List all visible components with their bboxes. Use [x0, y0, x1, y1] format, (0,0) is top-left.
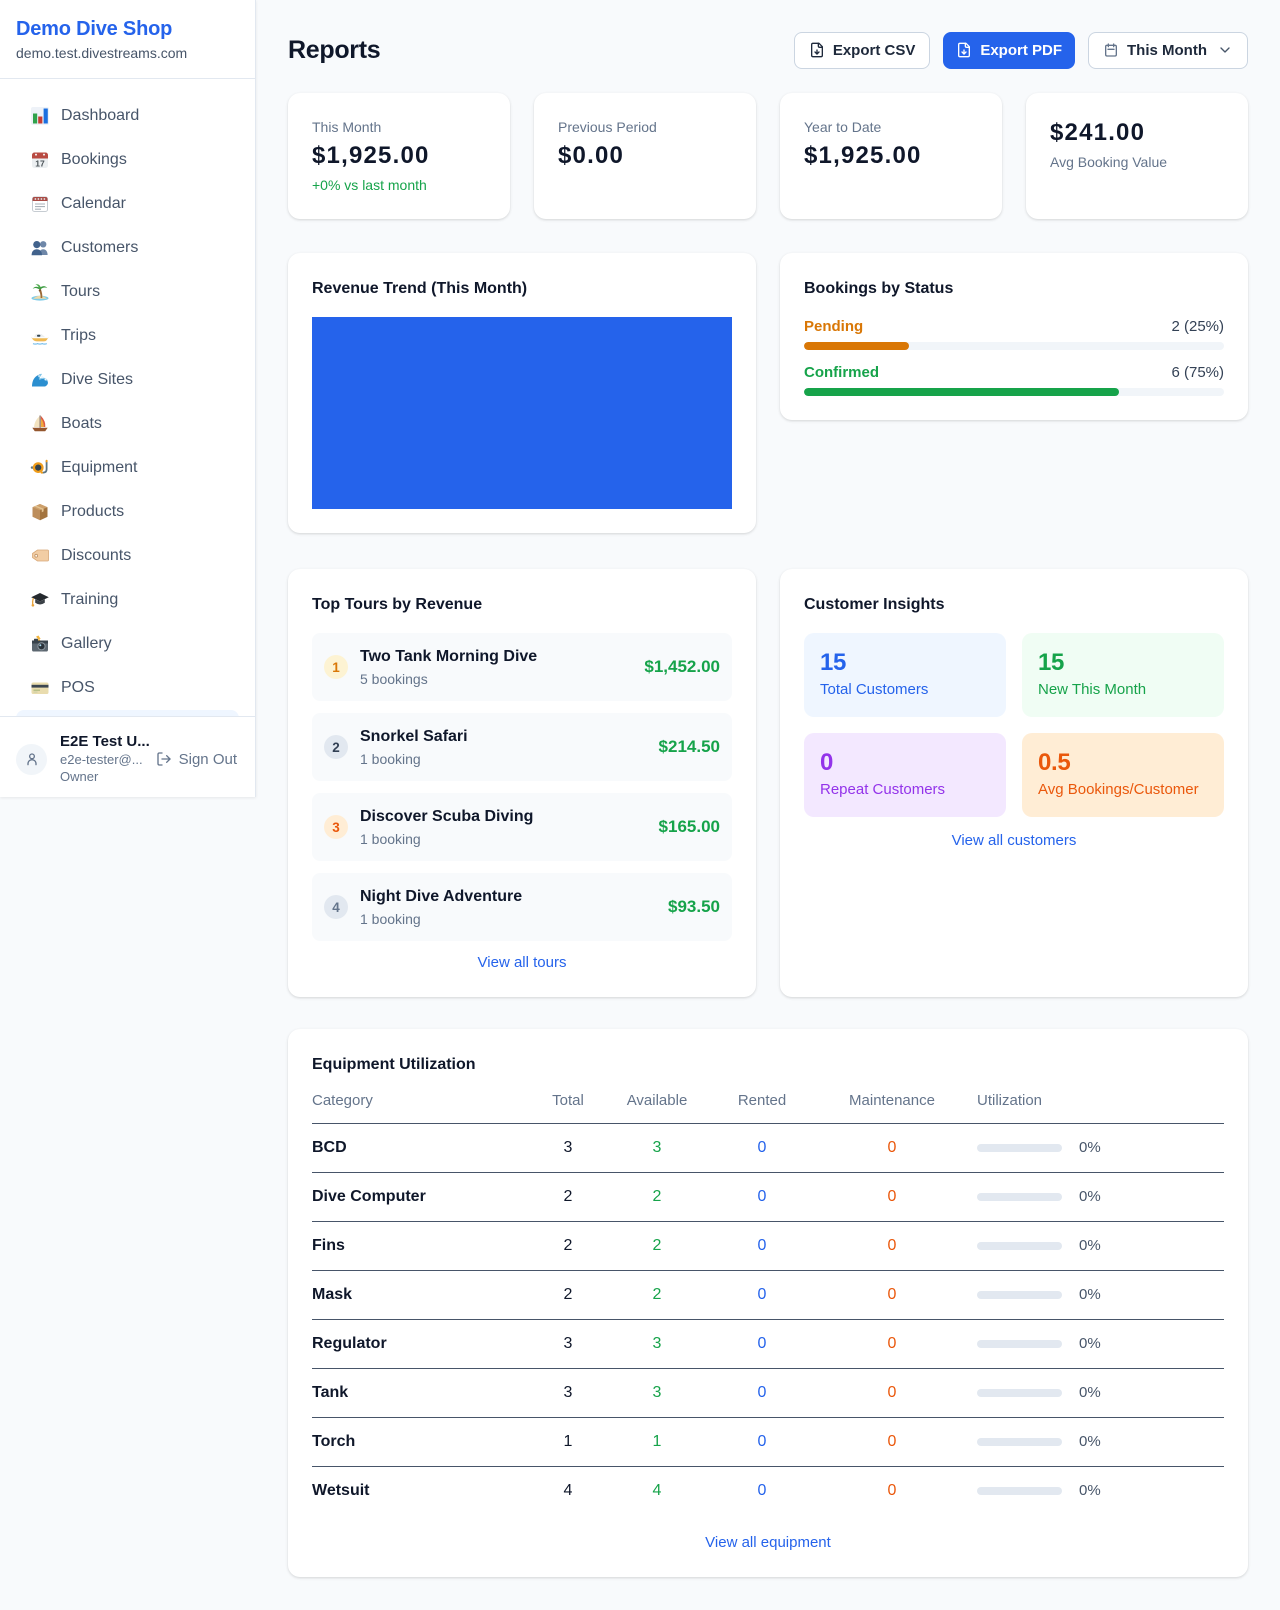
svg-text:17: 17 — [35, 159, 45, 169]
